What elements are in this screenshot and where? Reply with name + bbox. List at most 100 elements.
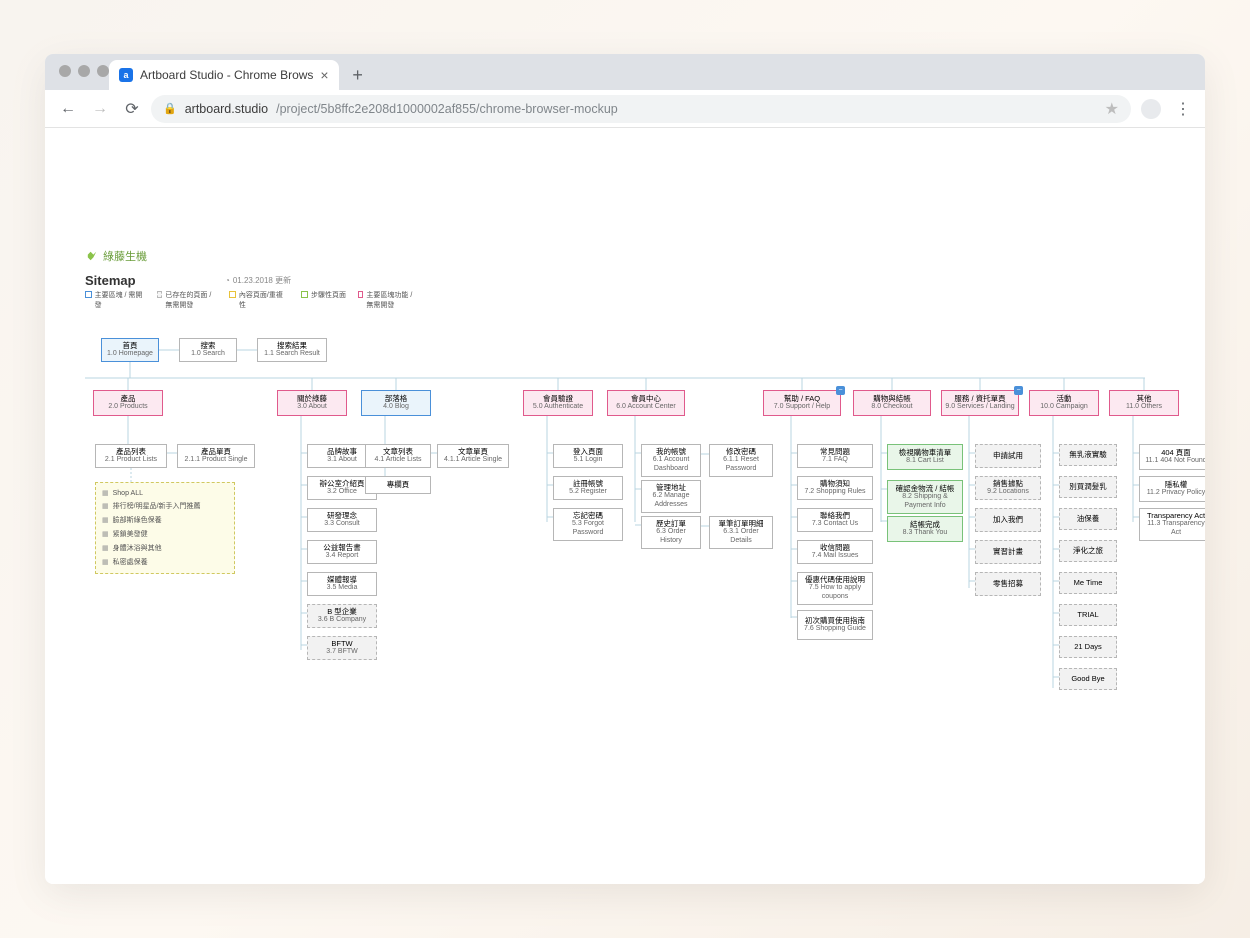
sitemap-node[interactable]: 其他11.0 Others	[1109, 390, 1179, 416]
legend-item: 主要區塊 / 需開發	[85, 290, 145, 310]
page-icon: ▦	[102, 530, 109, 538]
sitemap-node[interactable]: 購物與結帳8.0 Checkout	[853, 390, 931, 416]
sitemap-node[interactable]: 文章單頁4.1.1 Article Single	[437, 444, 509, 468]
sitemap-node[interactable]: 實習計畫	[975, 540, 1041, 564]
sitemap-node[interactable]: 歷史訂單6.3 Order History	[641, 516, 701, 549]
browser-frame: a Artboard Studio - Chrome Brows × + ← →…	[45, 54, 1205, 884]
sitemap-node[interactable]: 銷售據點9.2 Locations	[975, 476, 1041, 500]
collapse-badge-icon[interactable]: −	[1014, 386, 1023, 395]
sitemap-node[interactable]: 油保養	[1059, 508, 1117, 530]
logo-mark-icon	[85, 249, 99, 263]
sitemap-node[interactable]: 購物須知7.2 Shopping Rules	[797, 476, 873, 500]
sitemap-node[interactable]: 加入我們	[975, 508, 1041, 532]
sitemap-node[interactable]: 收信問題7.4 Mail Issues	[797, 540, 873, 564]
reload-button[interactable]: ⟳	[119, 96, 145, 122]
stack-item[interactable]: ▦排行榜/明星品/新手入門推薦	[102, 499, 228, 513]
sitemap-node[interactable]: 會員驗證5.0 Authenticate	[523, 390, 593, 416]
sitemap-node[interactable]: 活動10.0 Campaign	[1029, 390, 1099, 416]
sitemap-node[interactable]: 產品列表2.1 Product Lists	[95, 444, 167, 468]
sitemap-node[interactable]: 單筆訂單明細6.3.1 Order Details	[709, 516, 773, 549]
sitemap-node[interactable]: BFTW3.7 BFTW	[307, 636, 377, 660]
sitemap-node[interactable]: 搜索結果1.1 Search Result	[257, 338, 327, 362]
logo-text: 綠藤生機	[103, 248, 147, 264]
sitemap-node[interactable]: 登入頁面5.1 Login	[553, 444, 623, 468]
sitemap-node[interactable]: 產品單頁2.1.1 Product Single	[177, 444, 255, 468]
sitemap-node[interactable]: 註冊帳號5.2 Register	[553, 476, 623, 500]
bookmark-star-icon[interactable]: ★	[1105, 99, 1119, 119]
sitemap-node[interactable]: Me Time	[1059, 572, 1117, 594]
sitemap-node[interactable]: 關於綠藤3.0 About	[277, 390, 347, 416]
sitemap-node[interactable]: 優惠代碼使用說明7.5 How to apply coupons	[797, 572, 873, 605]
sitemap-node[interactable]: 404 頁面11.1 404 Not Found	[1139, 444, 1205, 470]
sitemap-node[interactable]: 確認金物流 / 結帳8.2 Shipping & Payment Info	[887, 480, 963, 514]
stack-item[interactable]: ▦臉部斯綠色保養	[102, 513, 228, 527]
close-tab-icon[interactable]: ×	[320, 67, 328, 83]
legend: 主要區塊 / 需開發已存在的頁面 / 無需開發內容頁面/重複性步驟性頁面主要區塊…	[85, 290, 418, 310]
browser-tab[interactable]: a Artboard Studio - Chrome Brows ×	[109, 60, 339, 90]
stack-item[interactable]: ▦Shop ALL	[102, 487, 228, 499]
sitemap-node[interactable]: 公益報告書3.4 Report	[307, 540, 377, 564]
sitemap-node[interactable]: 專欄頁	[365, 476, 431, 494]
sitemap-node[interactable]: 21 Days	[1059, 636, 1117, 658]
sitemap-node[interactable]: 會員中心6.0 Account Center	[607, 390, 685, 416]
url-input[interactable]: 🔒 artboard.studio/project/5b8ffc2e208d10…	[151, 95, 1131, 123]
legend-item: 步驟性頁面	[301, 290, 346, 310]
stack-item[interactable]: ▦私密處保養	[102, 555, 228, 569]
sitemap-node[interactable]: Transparency Act11.3 Transparency Act	[1139, 508, 1205, 541]
sitemap-node[interactable]: 研發理念3.3 Consult	[307, 508, 377, 532]
sitemap-node[interactable]: 初次購買使用指南7.6 Shopping Guide	[797, 610, 873, 640]
tab-bar: a Artboard Studio - Chrome Brows × +	[45, 54, 1205, 90]
sitemap-node[interactable]: TRIAL	[1059, 604, 1117, 626]
sitemap-node[interactable]: 媒體報導3.5 Media	[307, 572, 377, 596]
stack-item[interactable]: ▦身體沐浴與其他	[102, 541, 228, 555]
sitemap-node[interactable]: 產品2.0 Products	[93, 390, 163, 416]
profile-avatar-icon[interactable]	[1141, 99, 1161, 119]
kebab-menu-icon[interactable]: ⋮	[1171, 99, 1195, 119]
url-path: /project/5b8ffc2e208d1000002af855/chrome…	[276, 102, 618, 116]
date-text: 01.23.2018 更新	[233, 275, 291, 286]
stack-item[interactable]: ▦紧鎖美發健	[102, 527, 228, 541]
sitemap-node[interactable]: 零售招募	[975, 572, 1041, 596]
page-icon: ▦	[102, 502, 109, 510]
sitemap-node[interactable]: 聯絡我們7.3 Contact Us	[797, 508, 873, 532]
url-host: artboard.studio	[185, 102, 268, 116]
forward-button[interactable]: →	[87, 96, 113, 122]
back-button[interactable]: ←	[55, 96, 81, 122]
page-content: 綠藤生機 Sitemap ◔ 01.23.2018 更新 主要區塊 / 需開發已…	[45, 128, 1205, 884]
collapse-badge-icon[interactable]: −	[836, 386, 845, 395]
sitemap-node[interactable]: 服務 / 資托單頁9.0 Services / Landing	[941, 390, 1019, 416]
tab-title: Artboard Studio - Chrome Brows	[140, 68, 313, 82]
lock-icon: 🔒	[163, 102, 177, 115]
close-window-icon[interactable]	[59, 65, 71, 77]
page-icon: ▦	[102, 489, 109, 497]
sitemap-node[interactable]: 隱私權11.2 Privacy Policy	[1139, 476, 1205, 502]
sitemap-node[interactable]: 無乳液實驗	[1059, 444, 1117, 466]
new-tab-button[interactable]: +	[345, 62, 371, 88]
sitemap-node[interactable]: 首頁1.0 Homepage	[101, 338, 159, 362]
sitemap-node[interactable]: 部落格4.0 Blog	[361, 390, 431, 416]
page-icon: ▦	[102, 544, 109, 552]
address-bar: ← → ⟳ 🔒 artboard.studio/project/5b8ffc2e…	[45, 90, 1205, 128]
sitemap-node[interactable]: 檢視購物車清單8.1 Cart List	[887, 444, 963, 470]
sitemap-node[interactable]: Good Bye	[1059, 668, 1117, 690]
sitemap-node[interactable]: 文章列表4.1 Article Lists	[365, 444, 431, 468]
sitemap-node[interactable]: 忘記密碼5.3 Forgot Password	[553, 508, 623, 541]
sitemap-node[interactable]: 淨化之旅	[1059, 540, 1117, 562]
sitemap-node[interactable]: 搜索1.0 Search	[179, 338, 237, 362]
sitemap-node[interactable]: 結帳完成8.3 Thank You	[887, 516, 963, 542]
clock-icon: ◔	[225, 276, 230, 285]
favicon-icon: a	[119, 68, 133, 82]
sitemap-node[interactable]: 修改密碼6.1.1 Reset Password	[709, 444, 773, 477]
legend-item: 內容頁面/重複性	[229, 290, 289, 310]
maximize-window-icon[interactable]	[97, 65, 109, 77]
sitemap-node[interactable]: 常見問題7.1 FAQ	[797, 444, 873, 468]
sitemap-node[interactable]: 管理地址6.2 Manage Addresses	[641, 480, 701, 513]
sitemap-node[interactable]: 別買潤髮乳	[1059, 476, 1117, 498]
minimize-window-icon[interactable]	[78, 65, 90, 77]
page-icon: ▦	[102, 558, 109, 566]
sitemap-node[interactable]: B 型企業3.6 B Company	[307, 604, 377, 628]
sitemap-node[interactable]: 我的帳號6.1 Account Dashboard	[641, 444, 701, 477]
sitemap-node[interactable]: 申請試用	[975, 444, 1041, 468]
product-category-stack: ▦Shop ALL▦排行榜/明星品/新手入門推薦▦臉部斯綠色保養▦紧鎖美發健▦身…	[95, 482, 235, 574]
sitemap-node[interactable]: 幫助 / FAQ7.0 Support / Help	[763, 390, 841, 416]
